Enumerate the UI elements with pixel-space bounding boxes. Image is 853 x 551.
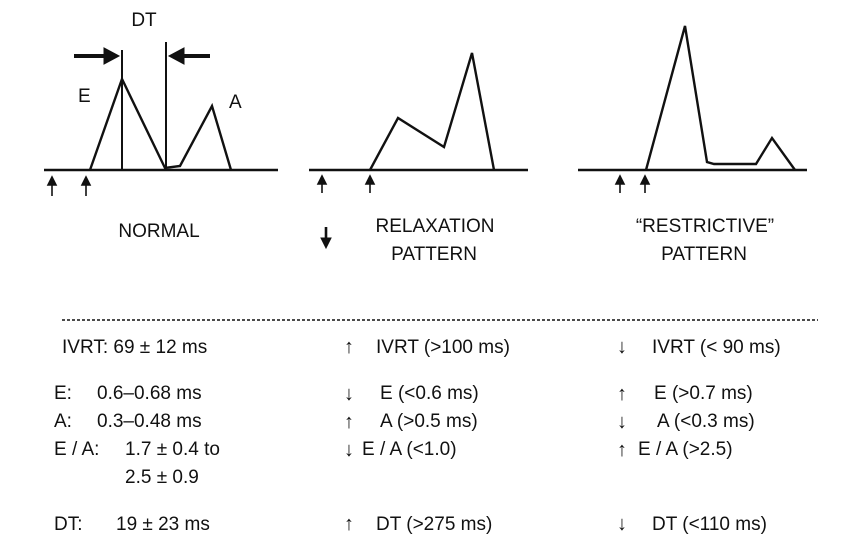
relaxation-ea-arrow-icon: ↓ <box>344 439 354 461</box>
dt-left-arrow-head <box>103 47 121 65</box>
restrictive-ea: E / A (>2.5) <box>638 439 733 460</box>
normal-waveform <box>44 42 278 172</box>
restrictive-a-arrow-icon: ↓ <box>617 411 627 433</box>
dt-label: DT <box>131 10 157 31</box>
restrictive-waveform <box>578 25 807 172</box>
relaxation-a: A (>0.5 ms) <box>380 411 478 432</box>
dt-right-arrow-head <box>167 47 185 65</box>
restrictive-title-line1: “RESTRICTIVE” <box>635 216 775 237</box>
relaxation-dt: DT (>275 ms) <box>376 514 493 535</box>
normal-a-label: A: <box>54 411 72 432</box>
relaxation-e: E (<0.6 ms) <box>380 383 479 404</box>
normal-e-label: E: <box>54 383 72 404</box>
relaxation-ea: E / A (<1.0) <box>362 439 457 460</box>
relaxation-waveform <box>309 52 528 172</box>
restrictive-flow-curve <box>644 25 796 171</box>
relaxation-down-arrow-icon <box>320 227 332 250</box>
normal-onset-arrows <box>46 175 92 196</box>
relaxation-dt-arrow-icon: ↑ <box>344 513 354 535</box>
normal-dt-value: 19 ± 23 ms <box>116 514 210 535</box>
normal-a-value: 0.3–0.48 ms <box>97 411 202 432</box>
restrictive-a: A (<0.3 ms) <box>657 411 755 432</box>
restrictive-ivrt-arrow-icon: ↓ <box>617 336 627 358</box>
restrictive-title-line2: PATTERN <box>661 244 747 265</box>
relaxation-flow-curve <box>368 52 496 171</box>
normal-ea-value-1: 1.7 ± 0.4 to <box>125 439 220 460</box>
a-wave-label: A <box>229 92 242 113</box>
e-wave-label: E <box>78 86 91 107</box>
restrictive-dt-arrow-icon: ↓ <box>617 513 627 535</box>
normal-ea-value-2: 2.5 ± 0.9 <box>125 467 199 488</box>
restrictive-e: E (>0.7 ms) <box>654 383 753 404</box>
relaxation-e-arrow-icon: ↓ <box>344 383 354 405</box>
normal-title: NORMAL <box>118 221 200 242</box>
normal-ivrt: IVRT: 69 ± 12 ms <box>62 337 208 358</box>
relaxation-title-line1: RELAXATION <box>375 216 495 237</box>
relaxation-title-line2: PATTERN <box>391 244 477 265</box>
dt-arrows <box>74 47 210 65</box>
restrictive-ea-arrow-icon: ↑ <box>617 439 627 461</box>
relaxation-onset-arrows <box>316 174 376 193</box>
restrictive-ivrt: IVRT (< 90 ms) <box>652 337 781 358</box>
restrictive-e-arrow-icon: ↑ <box>617 383 627 405</box>
normal-ea-label: E / A: <box>54 439 100 460</box>
normal-dt-label: DT: <box>54 514 83 535</box>
restrictive-onset-arrows <box>614 174 651 193</box>
normal-e-value: 0.6–0.68 ms <box>97 383 202 404</box>
relaxation-ivrt: IVRT (>100 ms) <box>376 337 510 358</box>
normal-flow-curve <box>88 75 233 171</box>
relaxation-a-arrow-icon: ↑ <box>344 411 354 433</box>
relaxation-ivrt-arrow-icon: ↑ <box>344 336 354 358</box>
restrictive-dt: DT (<110 ms) <box>652 514 767 535</box>
